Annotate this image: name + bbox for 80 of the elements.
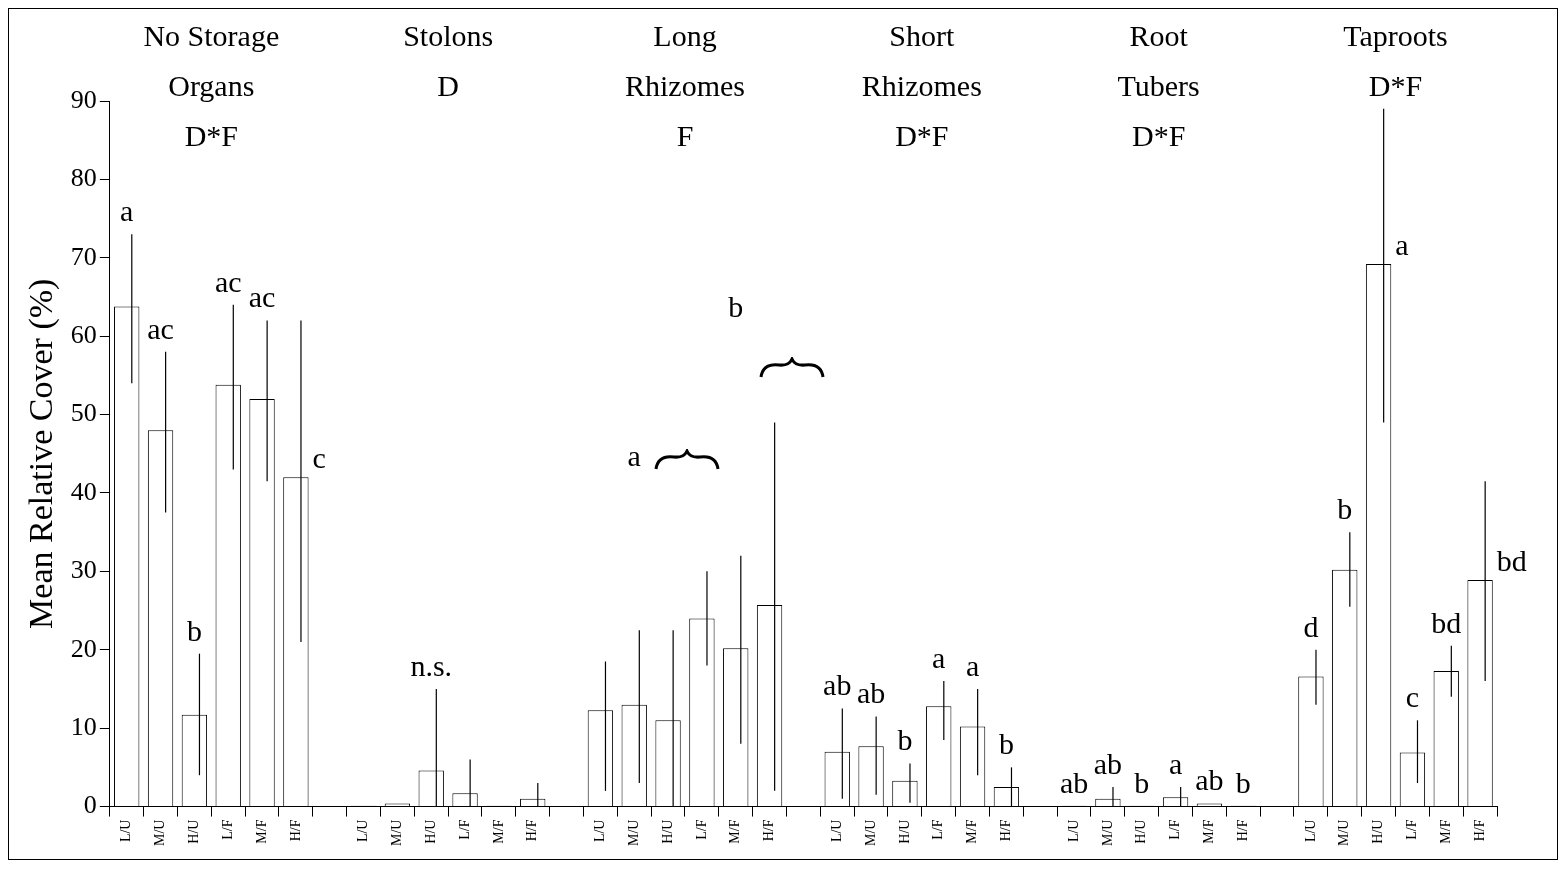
data-label: b	[1235, 765, 1251, 799]
data-label: ab	[1093, 746, 1123, 780]
x-tick-label: L/F	[456, 819, 472, 840]
data-label: a	[965, 648, 980, 682]
y-tick-label: 90	[70, 84, 97, 114]
annotation: a	[627, 439, 641, 473]
x-tick-label: L/F	[1167, 819, 1183, 840]
data-label: ab	[856, 676, 886, 710]
x-tick-label: M/F	[1201, 819, 1217, 844]
data-label: ab	[1059, 765, 1089, 799]
x-tick-label: M/U	[1099, 819, 1115, 846]
annotation: b	[728, 290, 744, 324]
x-tick-label: H/F	[1471, 819, 1487, 842]
x-tick-label: L/F	[930, 819, 946, 840]
x-tick-label: H/U	[659, 819, 675, 844]
data-label: d	[1303, 609, 1319, 643]
data-label: ab	[823, 668, 852, 702]
y-tick-label: 80	[70, 163, 97, 193]
x-tick-label: M/F	[964, 819, 980, 844]
data-label: c	[312, 441, 326, 475]
y-tick-label: 20	[70, 633, 97, 663]
y-tick-label: 50	[70, 398, 97, 428]
x-tick-label: M/U	[625, 819, 641, 846]
x-tick-label: H/F	[998, 819, 1014, 842]
x-tick-label: H/U	[1133, 819, 1149, 844]
x-tick-label: H/U	[1370, 819, 1386, 844]
x-tick-label: H/U	[896, 819, 912, 844]
annotation: Short Rhizomes D*F	[861, 18, 982, 152]
x-tick-label: L/U	[1065, 819, 1081, 843]
x-tick-label: L/F	[1404, 819, 1420, 840]
x-tick-label: L/U	[1302, 819, 1318, 843]
data-label: ab	[1195, 763, 1224, 797]
data-label: a	[1395, 227, 1409, 261]
data-label: a	[120, 194, 134, 228]
data-label: a	[932, 641, 946, 674]
y-tick-label: 0	[83, 790, 97, 820]
x-tick-label: H/F	[524, 819, 540, 842]
x-tick-label: H/U	[186, 819, 202, 844]
x-tick-label: M/U	[152, 819, 168, 846]
x-tick-label: H/F	[287, 819, 303, 842]
x-tick-label: M/U	[1336, 819, 1352, 846]
data-label: ac	[248, 280, 276, 314]
data-label: b	[998, 727, 1014, 761]
data-label: a	[1168, 746, 1183, 780]
y-tick-label: 40	[70, 476, 97, 506]
y-tick-label: 60	[70, 320, 97, 350]
x-tick-label: M/F	[253, 819, 269, 844]
y-axis-title: Mean Relative Cover (%)	[22, 278, 61, 629]
x-tick-label: M/F	[727, 819, 743, 844]
y-tick-label: 70	[70, 241, 97, 271]
y-tick-label: 10	[70, 711, 97, 741]
data-label: c	[1405, 680, 1420, 714]
data-label: bd	[1431, 605, 1462, 639]
x-tick-label: M/F	[490, 819, 506, 844]
x-tick-label: L/F	[219, 819, 235, 840]
x-tick-label: H/U	[422, 819, 438, 844]
x-tick-label: M/U	[389, 819, 405, 846]
x-tick-label: L/U	[828, 819, 844, 843]
data-label: bd	[1496, 543, 1527, 577]
x-tick-label: L/U	[118, 819, 134, 843]
x-tick-label: L/F	[693, 819, 709, 840]
data-label: b	[186, 613, 202, 647]
data-label: n.s.	[410, 648, 453, 682]
data-label: ac	[214, 264, 242, 298]
x-tick-label: M/F	[1437, 819, 1453, 844]
data-label: ac	[147, 311, 174, 345]
y-tick-label: 30	[70, 555, 97, 585]
data-label: b	[1134, 765, 1150, 799]
annotation: Stolons D	[403, 18, 494, 102]
x-tick-label: L/U	[592, 819, 608, 843]
annotation: Long Rhizomes F	[624, 18, 745, 152]
x-tick-label: H/F	[761, 819, 777, 842]
data-label: b	[897, 723, 913, 757]
annotation: Root Tubers D*F	[1117, 18, 1200, 152]
x-tick-label: L/U	[355, 819, 371, 843]
x-tick-label: H/F	[1234, 819, 1250, 842]
annotation: No Storage Organs D*F	[143, 18, 280, 152]
annotation: Taproots D*F	[1343, 18, 1448, 102]
data-label: b	[1337, 492, 1353, 526]
x-tick-label: M/U	[862, 819, 878, 846]
